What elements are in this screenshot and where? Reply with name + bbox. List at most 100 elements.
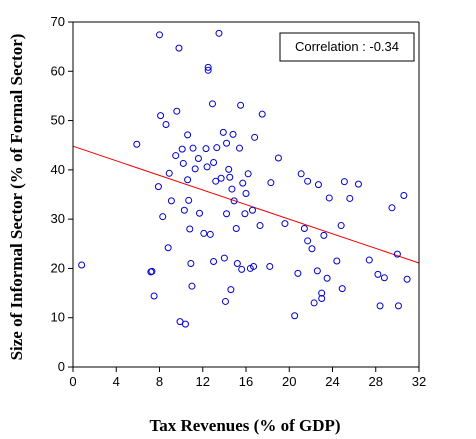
scatter-point — [210, 158, 218, 166]
scatter-point — [157, 112, 165, 120]
scatter-point — [318, 289, 326, 297]
scatter-point — [227, 286, 235, 294]
scatter-point — [184, 131, 192, 139]
x-tick-label: 32 — [412, 374, 426, 389]
scatter-point — [365, 256, 373, 264]
scatter-point — [400, 191, 408, 199]
scatter-point — [219, 128, 227, 136]
y-tick-label: 0 — [58, 359, 65, 374]
scatter-point — [159, 213, 167, 221]
scatter-point — [188, 282, 196, 290]
scatter-point — [258, 110, 266, 118]
scatter-point — [179, 159, 187, 167]
scatter-point — [194, 155, 202, 163]
scatter-point — [202, 145, 210, 153]
scatter-point — [208, 100, 216, 108]
x-tick-label: 24 — [325, 374, 339, 389]
scatter-point — [256, 222, 264, 230]
scatter-point — [394, 302, 402, 310]
scatter-point — [228, 185, 236, 193]
scatter-point — [354, 180, 362, 188]
x-tick-label: 16 — [239, 374, 253, 389]
scatter-point — [196, 209, 204, 217]
scatter-point — [338, 285, 346, 293]
scatter-point — [225, 165, 233, 173]
x-tick-label: 20 — [282, 374, 296, 389]
scatter-point — [266, 262, 274, 270]
scatter-point — [204, 63, 212, 71]
scatter-point — [162, 121, 170, 129]
scatter-point — [310, 299, 318, 307]
scatter-point — [167, 197, 175, 205]
regression-line — [72, 145, 420, 264]
scatter-point — [217, 174, 225, 182]
scatter-point — [250, 262, 258, 270]
x-tick-label: 12 — [196, 374, 210, 389]
scatter-point — [178, 145, 186, 153]
x-axis-title: Tax Revenues (% of GDP) — [149, 416, 340, 435]
scatter-point — [165, 169, 173, 177]
scatter-point — [173, 107, 181, 115]
scatter-point — [403, 275, 411, 283]
scatter-point — [212, 177, 220, 185]
axes: 0 4 8 12 16 20 24 28 32 0 10 20 30 40 50 60 70 — [51, 14, 427, 389]
y-tick-label: 40 — [51, 162, 65, 177]
scatter-point — [189, 144, 197, 152]
scatter-point — [244, 170, 252, 178]
scatter-point — [204, 66, 212, 74]
data-points — [78, 29, 411, 328]
scatter-point — [215, 29, 223, 37]
scatter-point — [376, 302, 384, 310]
y-tick-label: 70 — [51, 14, 65, 29]
x-tick-label: 28 — [369, 374, 383, 389]
scatter-point — [185, 196, 193, 204]
scatter-point — [187, 260, 195, 267]
scatter-point — [233, 260, 241, 267]
scatter-point — [248, 206, 256, 214]
scatter-point — [241, 210, 249, 218]
scatter-point — [393, 250, 401, 258]
scatter-point — [221, 297, 229, 305]
y-tick-label: 50 — [51, 113, 65, 128]
scatter-point — [180, 206, 188, 214]
scatter-point — [281, 220, 289, 228]
scatter-point — [206, 230, 214, 238]
scatter-point — [223, 210, 231, 218]
scatter-point — [318, 294, 326, 302]
scatter-point — [313, 267, 321, 275]
scatter-point — [251, 133, 259, 141]
scatter-point — [181, 320, 189, 328]
scatter-point — [172, 152, 180, 160]
y-axis-title: Size of Informal Sector (% of Formal Sec… — [7, 34, 26, 361]
scatter-point — [78, 261, 86, 269]
scatter-point — [346, 194, 354, 202]
scatter-point — [297, 170, 305, 178]
scatter-point — [325, 194, 333, 202]
y-tick-label: 20 — [51, 260, 65, 275]
annotation-box — [279, 32, 415, 62]
scatter-point — [304, 237, 312, 245]
scatter-point — [200, 229, 208, 237]
y-tick-label: 60 — [51, 63, 65, 78]
scatter-point — [237, 101, 245, 109]
y-tick-label: 30 — [51, 211, 65, 226]
scatter-point — [210, 258, 218, 266]
scatter-point — [374, 270, 382, 278]
scatter-point — [242, 190, 250, 198]
scatter-point — [238, 265, 246, 273]
scatter-point — [223, 139, 231, 147]
scatter-point — [236, 144, 244, 152]
scatter-point — [291, 312, 299, 320]
x-tick-label: 0 — [69, 374, 76, 389]
scatter-point — [308, 245, 316, 253]
y-tick-label: 10 — [51, 310, 65, 325]
annotation-text: Correlation : -0.34 — [295, 39, 399, 54]
scatter-point — [388, 204, 396, 212]
scatter-point — [213, 144, 221, 152]
scatter-point — [314, 181, 322, 189]
scatter-point — [164, 244, 172, 252]
scatter-point — [337, 222, 345, 230]
scatter-point — [267, 179, 275, 187]
